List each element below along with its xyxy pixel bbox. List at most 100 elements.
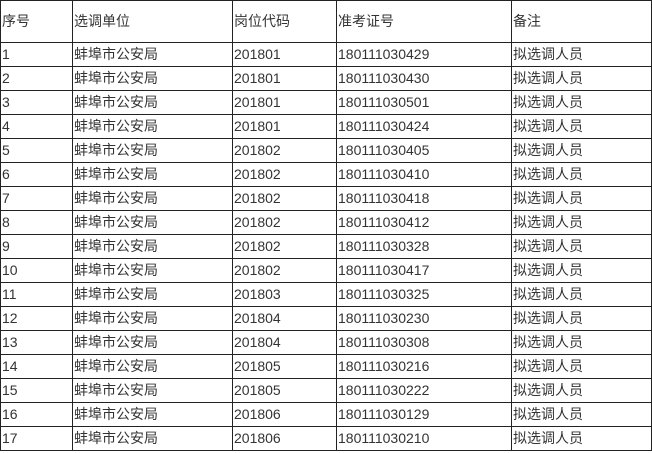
cell-unit: 蚌埠市公安局 bbox=[72, 234, 233, 259]
cell-index: 11 bbox=[0, 282, 73, 307]
table-row: 12 蚌埠市公安局 201804 180111030230 拟选调人员 bbox=[0, 306, 652, 331]
cell-exam-number: 180111030410 bbox=[336, 162, 512, 187]
cell-post-code: 201806 bbox=[232, 402, 337, 427]
table-row: 4 蚌埠市公安局 201801 180111030424 拟选调人员 bbox=[0, 114, 652, 139]
header-index: 序号 bbox=[0, 0, 73, 43]
cell-remark: 拟选调人员 bbox=[511, 162, 652, 187]
cell-post-code: 201802 bbox=[232, 258, 337, 283]
cell-remark: 拟选调人员 bbox=[511, 210, 652, 235]
cell-remark: 拟选调人员 bbox=[511, 354, 652, 379]
cell-exam-number: 180111030328 bbox=[336, 234, 512, 259]
table-row: 14 蚌埠市公安局 201805 180111030216 拟选调人员 bbox=[0, 354, 652, 379]
cell-unit: 蚌埠市公安局 bbox=[72, 162, 233, 187]
cell-remark: 拟选调人员 bbox=[511, 234, 652, 259]
table-row: 6 蚌埠市公安局 201802 180111030410 拟选调人员 bbox=[0, 162, 652, 187]
cell-exam-number: 180111030308 bbox=[336, 330, 512, 355]
cell-post-code: 201806 bbox=[232, 426, 337, 451]
table-row: 16 蚌埠市公安局 201806 180111030129 拟选调人员 bbox=[0, 402, 652, 427]
cell-remark: 拟选调人员 bbox=[511, 186, 652, 211]
cell-index: 1 bbox=[0, 42, 73, 67]
table-row: 10 蚌埠市公安局 201802 180111030417 拟选调人员 bbox=[0, 258, 652, 283]
cell-index: 17 bbox=[0, 426, 73, 451]
cell-exam-number: 180111030405 bbox=[336, 138, 512, 163]
cell-post-code: 201801 bbox=[232, 90, 337, 115]
cell-index: 9 bbox=[0, 234, 73, 259]
cell-exam-number: 180111030424 bbox=[336, 114, 512, 139]
cell-index: 8 bbox=[0, 210, 73, 235]
table-row: 7 蚌埠市公安局 201802 180111030418 拟选调人员 bbox=[0, 186, 652, 211]
cell-index: 5 bbox=[0, 138, 73, 163]
cell-post-code: 201801 bbox=[232, 114, 337, 139]
cell-unit: 蚌埠市公安局 bbox=[72, 282, 233, 307]
cell-unit: 蚌埠市公安局 bbox=[72, 138, 233, 163]
cell-remark: 拟选调人员 bbox=[511, 90, 652, 115]
table-row: 5 蚌埠市公安局 201802 180111030405 拟选调人员 bbox=[0, 138, 652, 163]
table-row: 3 蚌埠市公安局 201801 180111030501 拟选调人员 bbox=[0, 90, 652, 115]
cell-unit: 蚌埠市公安局 bbox=[72, 210, 233, 235]
table-header-row: 序号 选调单位 岗位代码 准考证号 备注 bbox=[0, 0, 652, 43]
cell-exam-number: 180111030325 bbox=[336, 282, 512, 307]
cell-unit: 蚌埠市公安局 bbox=[72, 354, 233, 379]
cell-post-code: 201802 bbox=[232, 186, 337, 211]
header-post-code: 岗位代码 bbox=[232, 0, 337, 43]
cell-index: 10 bbox=[0, 258, 73, 283]
cell-unit: 蚌埠市公安局 bbox=[72, 90, 233, 115]
cell-exam-number: 180111030429 bbox=[336, 42, 512, 67]
cell-post-code: 201801 bbox=[232, 42, 337, 67]
table-row: 17 蚌埠市公安局 201806 180111030210 拟选调人员 bbox=[0, 426, 652, 451]
cell-remark: 拟选调人员 bbox=[511, 306, 652, 331]
cell-post-code: 201804 bbox=[232, 330, 337, 355]
cell-remark: 拟选调人员 bbox=[511, 330, 652, 355]
cell-remark: 拟选调人员 bbox=[511, 426, 652, 451]
cell-index: 7 bbox=[0, 186, 73, 211]
header-remark: 备注 bbox=[511, 0, 652, 43]
cell-exam-number: 180111030417 bbox=[336, 258, 512, 283]
cell-exam-number: 180111030216 bbox=[336, 354, 512, 379]
cell-index: 14 bbox=[0, 354, 73, 379]
cell-unit: 蚌埠市公安局 bbox=[72, 186, 233, 211]
cell-remark: 拟选调人员 bbox=[511, 42, 652, 67]
cell-index: 13 bbox=[0, 330, 73, 355]
header-exam-number: 准考证号 bbox=[336, 0, 512, 43]
cell-exam-number: 180111030430 bbox=[336, 66, 512, 91]
cell-unit: 蚌埠市公安局 bbox=[72, 306, 233, 331]
cell-post-code: 201801 bbox=[232, 66, 337, 91]
cell-post-code: 201802 bbox=[232, 234, 337, 259]
cell-unit: 蚌埠市公安局 bbox=[72, 426, 233, 451]
cell-exam-number: 180111030210 bbox=[336, 426, 512, 451]
cell-remark: 拟选调人员 bbox=[511, 402, 652, 427]
cell-remark: 拟选调人员 bbox=[511, 258, 652, 283]
table-row: 11 蚌埠市公安局 201803 180111030325 拟选调人员 bbox=[0, 282, 652, 307]
cell-post-code: 201805 bbox=[232, 378, 337, 403]
table-row: 8 蚌埠市公安局 201802 180111030412 拟选调人员 bbox=[0, 210, 652, 235]
cell-exam-number: 180111030129 bbox=[336, 402, 512, 427]
cell-unit: 蚌埠市公安局 bbox=[72, 402, 233, 427]
cell-unit: 蚌埠市公安局 bbox=[72, 66, 233, 91]
cell-exam-number: 180111030501 bbox=[336, 90, 512, 115]
table-row: 2 蚌埠市公安局 201801 180111030430 拟选调人员 bbox=[0, 66, 652, 91]
cell-exam-number: 180111030412 bbox=[336, 210, 512, 235]
cell-post-code: 201805 bbox=[232, 354, 337, 379]
cell-exam-number: 180111030230 bbox=[336, 306, 512, 331]
cell-post-code: 201802 bbox=[232, 138, 337, 163]
cell-index: 15 bbox=[0, 378, 73, 403]
cell-exam-number: 180111030418 bbox=[336, 186, 512, 211]
cell-remark: 拟选调人员 bbox=[511, 282, 652, 307]
table-row: 15 蚌埠市公安局 201805 180111030222 拟选调人员 bbox=[0, 378, 652, 403]
table-row: 13 蚌埠市公安局 201804 180111030308 拟选调人员 bbox=[0, 330, 652, 355]
cell-remark: 拟选调人员 bbox=[511, 66, 652, 91]
cell-post-code: 201802 bbox=[232, 210, 337, 235]
cell-exam-number: 180111030222 bbox=[336, 378, 512, 403]
cell-remark: 拟选调人员 bbox=[511, 378, 652, 403]
cell-post-code: 201804 bbox=[232, 306, 337, 331]
header-unit: 选调单位 bbox=[72, 0, 233, 43]
cell-index: 6 bbox=[0, 162, 73, 187]
cell-remark: 拟选调人员 bbox=[511, 114, 652, 139]
cell-unit: 蚌埠市公安局 bbox=[72, 114, 233, 139]
cell-index: 4 bbox=[0, 114, 73, 139]
cell-index: 2 bbox=[0, 66, 73, 91]
cell-unit: 蚌埠市公安局 bbox=[72, 42, 233, 67]
cell-index: 16 bbox=[0, 402, 73, 427]
